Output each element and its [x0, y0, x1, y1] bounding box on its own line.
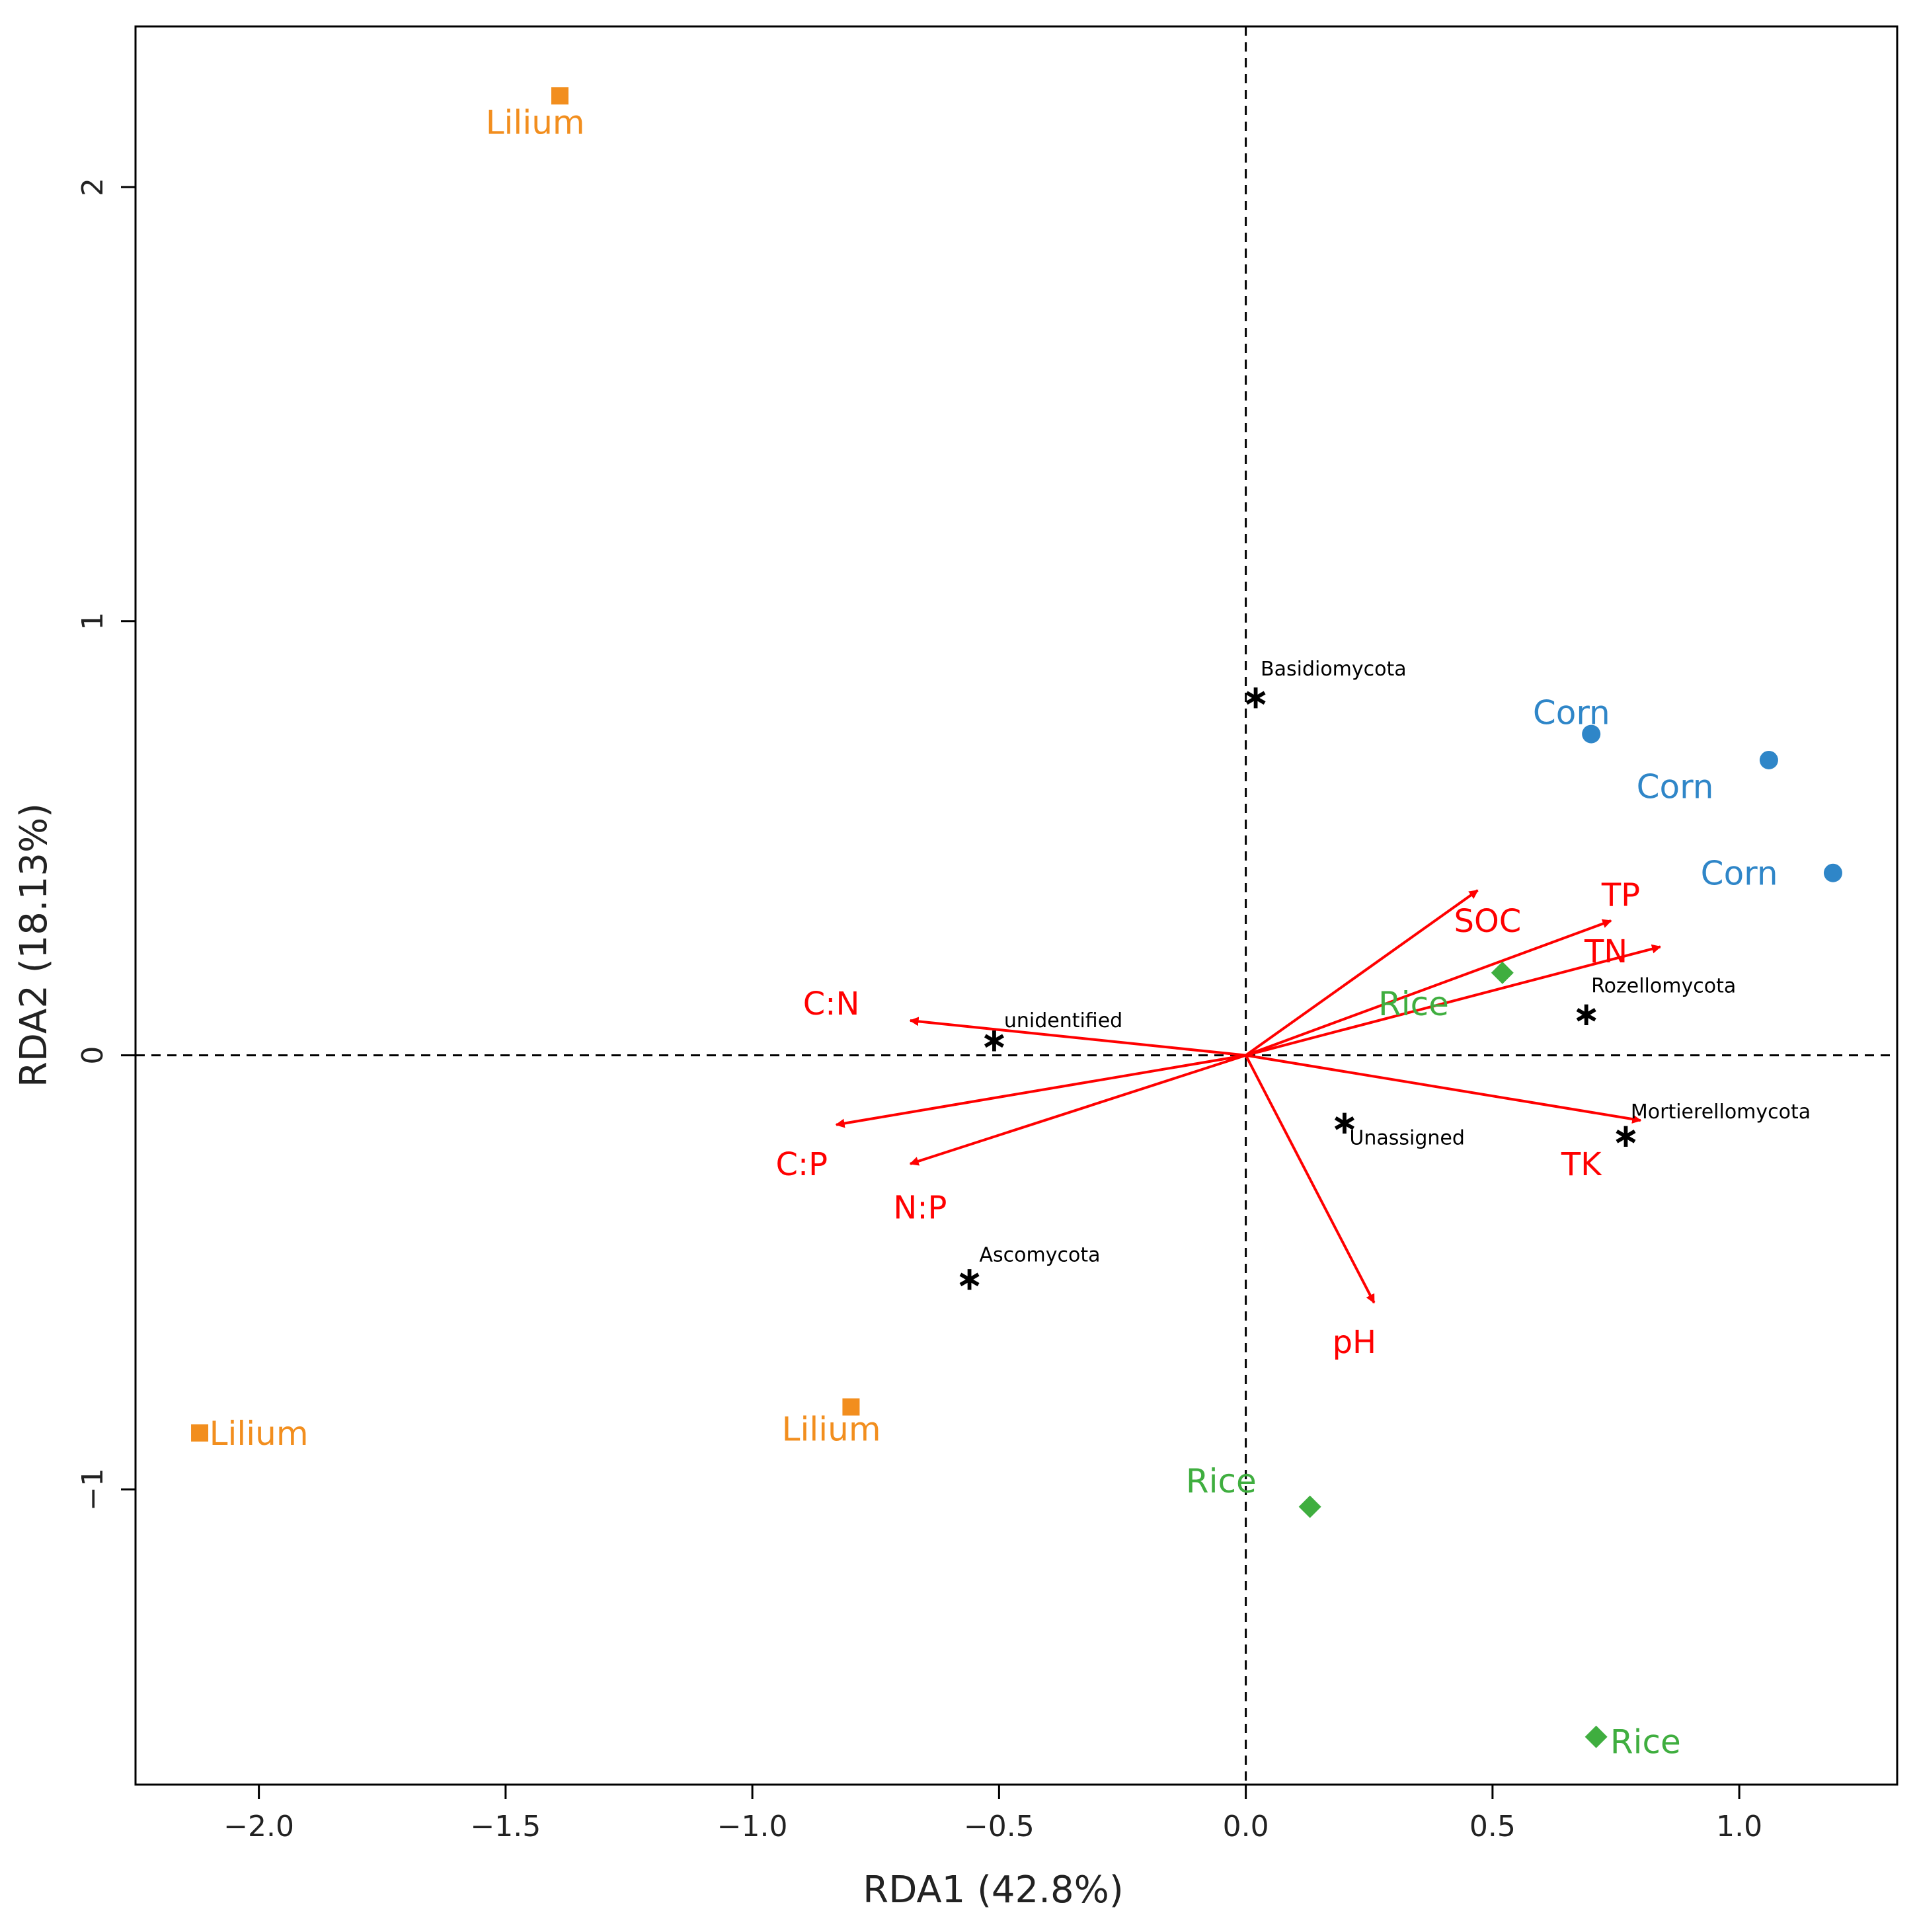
sample-point-lilium: [551, 87, 568, 105]
y-tick-label: 0: [76, 1046, 110, 1065]
env-vector-arrow: [1245, 1054, 1642, 1124]
env-vector-label: pH: [1333, 1324, 1377, 1361]
env-vector-arrow: [909, 1017, 1246, 1057]
y-tick-label: 2: [76, 178, 110, 196]
sample-point-lilium: [191, 1424, 209, 1442]
species-point: ∗: [1331, 1103, 1358, 1141]
data-layer: ∗ ∗ ∗ ∗ ∗ ∗: [191, 87, 1842, 1748]
env-vector-arrow: [1245, 944, 1662, 1057]
x-axis-title: RDA1 (42.8%): [863, 1869, 1123, 1912]
x-tick-label: 0.0: [1223, 1810, 1269, 1843]
species-label: Ascomycota: [980, 1244, 1101, 1267]
label-layer: SOC TP TN C:N C:P N:P TK pH Basidiomycota Rozello…: [210, 103, 1811, 1761]
species-label: Mortierellomycota: [1631, 1101, 1811, 1124]
sample-point-corn: [1823, 863, 1842, 882]
sample-label-rice: Rice: [1378, 985, 1449, 1023]
env-vector-arrow: [909, 1054, 1247, 1166]
sample-point-rice: [1491, 961, 1514, 984]
species-point: ∗: [1242, 677, 1270, 716]
x-tick-label: 0.5: [1469, 1810, 1516, 1843]
x-tick-label: 1.0: [1716, 1810, 1762, 1843]
species-label: Rozellomycota: [1591, 975, 1736, 998]
species-point: ∗: [1573, 995, 1600, 1033]
x-tick-label: −2.0: [223, 1810, 294, 1843]
x-tick-label: −1.5: [470, 1810, 541, 1843]
env-vector-label: TN: [1584, 933, 1627, 970]
env-vector-arrow: [835, 1054, 1246, 1128]
axes-layer: −2.0 −1.5 −1.0 −0.5 0.0 0.5 1.0 −1 0 1 2: [76, 25, 1898, 1843]
sample-label-corn: Corn: [1637, 767, 1714, 806]
env-vector-label: C:N: [803, 985, 860, 1023]
species-point: ∗: [1612, 1116, 1639, 1155]
env-vector-arrow: [1245, 919, 1612, 1057]
sample-label-lilium: Lilium: [782, 1410, 881, 1448]
species-label: Unassigned: [1349, 1126, 1465, 1149]
env-vector-arrow: [1245, 889, 1479, 1057]
env-vector-label: TK: [1561, 1146, 1602, 1183]
x-tick-label: −0.5: [964, 1810, 1035, 1843]
sample-point-lilium: [842, 1398, 860, 1416]
sample-point-rice: [1584, 1725, 1608, 1748]
species-label: unidentified: [1004, 1009, 1122, 1032]
sample-label-corn: Corn: [1533, 694, 1610, 732]
env-vector-arrow: [1244, 1054, 1376, 1304]
y-tick-label: 1: [76, 612, 110, 631]
y-axis-title: RDA2 (18.13%): [13, 803, 56, 1087]
sample-point-rice: [1298, 1495, 1321, 1518]
species-point: ∗: [980, 1021, 1008, 1059]
env-vector-label: SOC: [1454, 903, 1522, 940]
env-vector-label: C:P: [775, 1146, 828, 1183]
sample-label-corn: Corn: [1701, 855, 1778, 893]
plot-frame: [134, 25, 1898, 1786]
env-vector-label: TP: [1601, 877, 1640, 914]
env-vector-label: N:P: [893, 1189, 947, 1226]
sample-label-lilium: Lilium: [210, 1414, 309, 1453]
sample-label-rice: Rice: [1610, 1722, 1681, 1761]
sample-label-rice: Rice: [1186, 1462, 1257, 1500]
y-tick-label: −1: [76, 1468, 110, 1511]
sample-point-corn: [1582, 724, 1601, 744]
sample-label-lilium: Lilium: [486, 103, 585, 141]
sample-point-corn: [1759, 750, 1778, 769]
species-label: Basidiomycota: [1261, 658, 1407, 681]
species-point: ∗: [956, 1260, 984, 1298]
x-tick-label: −1.0: [717, 1810, 788, 1843]
